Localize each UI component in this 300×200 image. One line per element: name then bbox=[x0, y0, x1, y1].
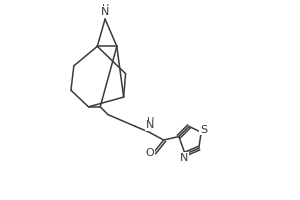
Text: N: N bbox=[146, 120, 154, 130]
Text: O: O bbox=[145, 148, 154, 158]
Text: N: N bbox=[180, 153, 188, 163]
Text: H: H bbox=[102, 4, 110, 14]
Text: S: S bbox=[200, 125, 207, 135]
Text: H: H bbox=[147, 117, 155, 127]
Text: N: N bbox=[101, 7, 109, 17]
